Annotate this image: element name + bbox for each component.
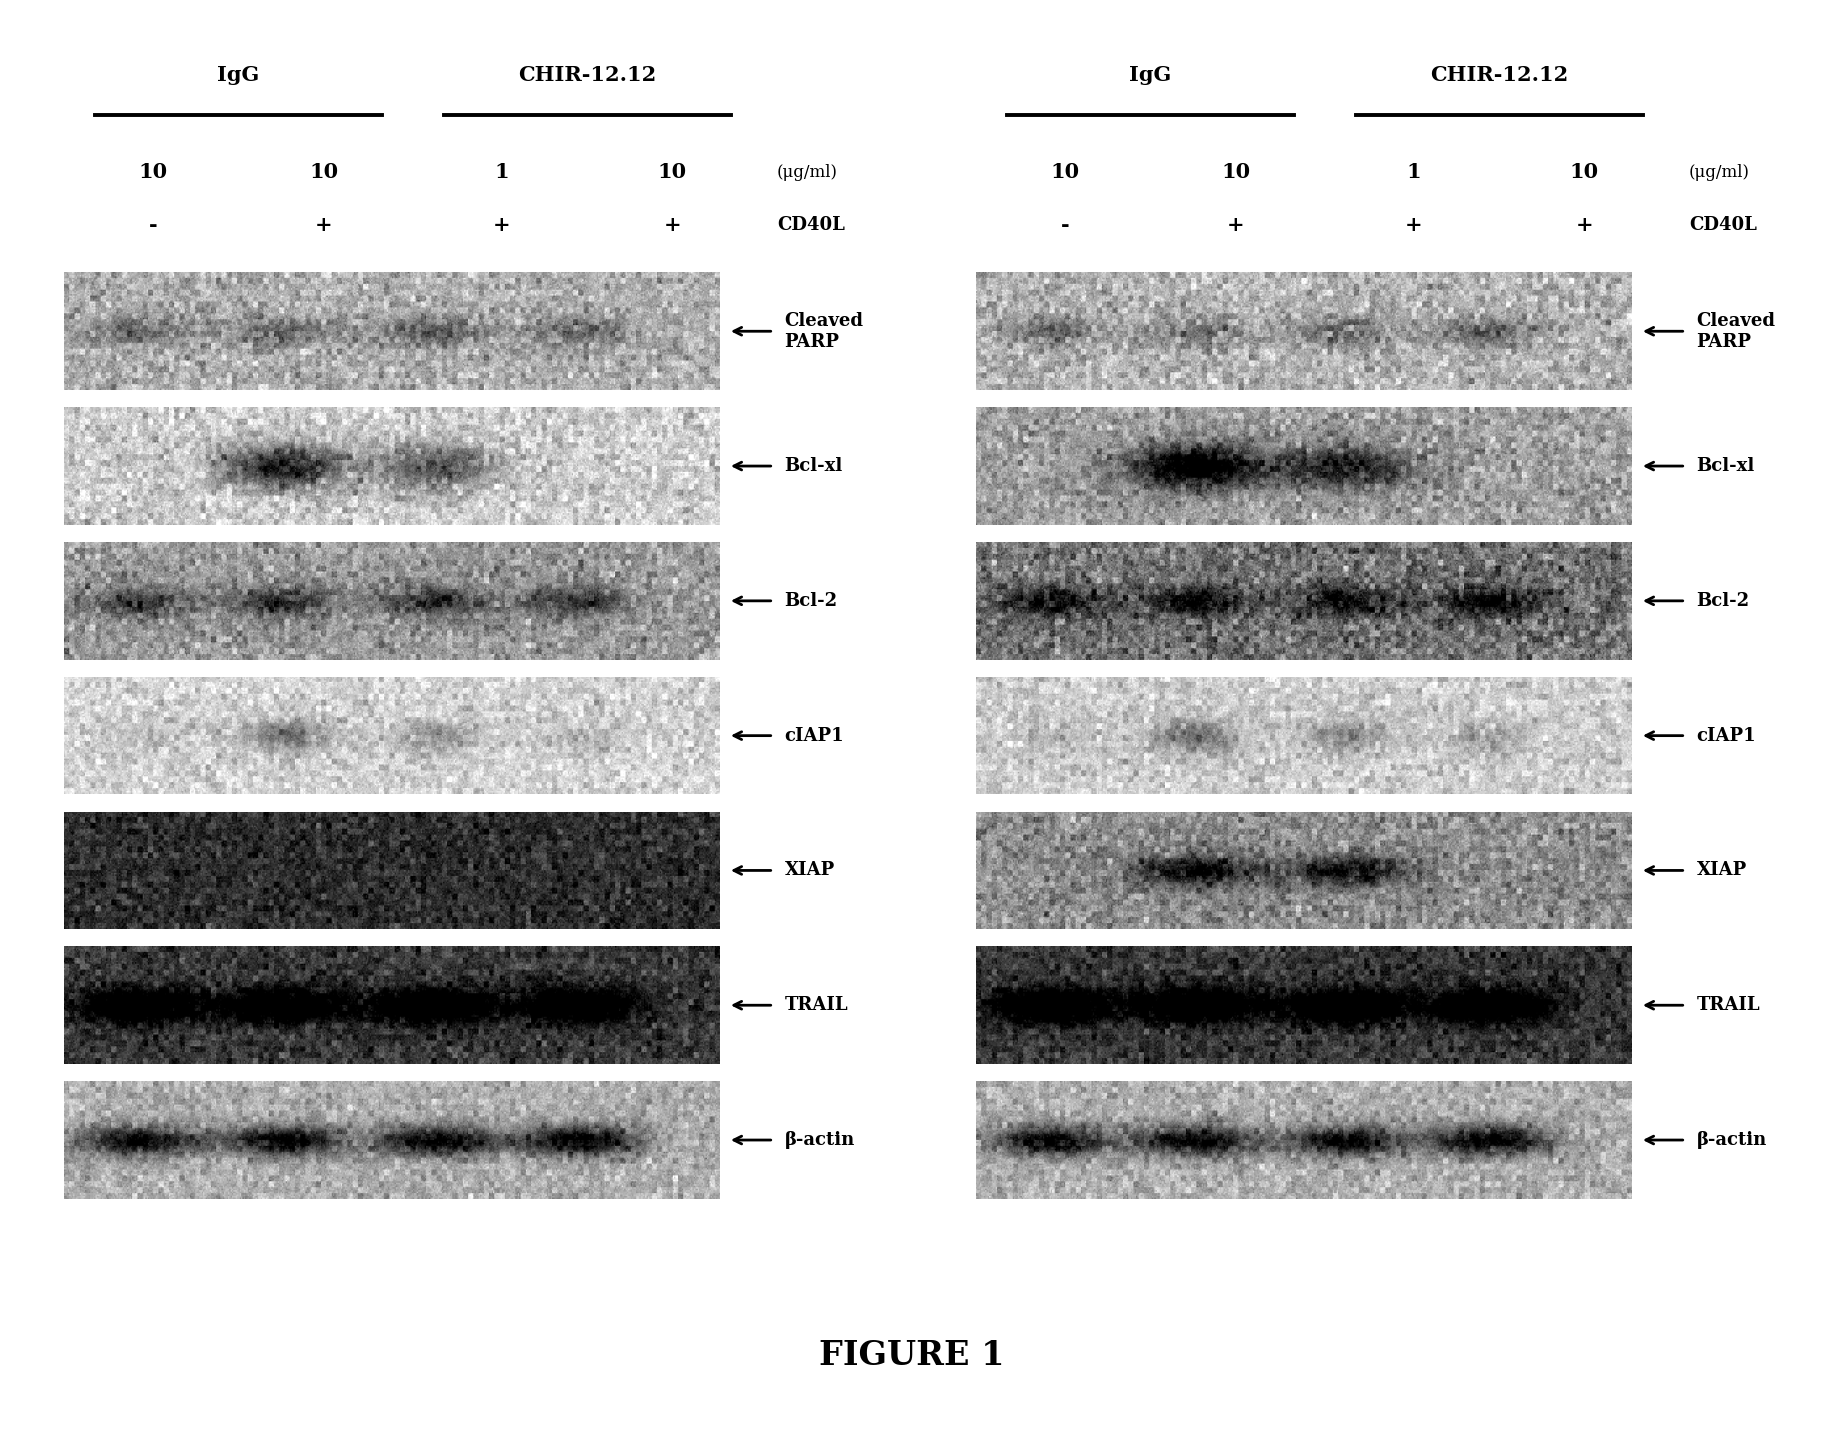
Text: 10: 10 <box>1220 162 1249 182</box>
Text: IgG: IgG <box>1128 65 1170 85</box>
Text: (μg/ml): (μg/ml) <box>777 163 837 181</box>
Text: 1: 1 <box>494 162 509 182</box>
Text: (μg/ml): (μg/ml) <box>1688 163 1748 181</box>
Text: CD40L: CD40L <box>777 217 844 234</box>
Text: Bcl-2: Bcl-2 <box>1695 592 1748 609</box>
Text: 1: 1 <box>1406 162 1420 182</box>
Text: +: + <box>664 215 680 235</box>
Text: cIAP1: cIAP1 <box>784 727 844 744</box>
Text: 10: 10 <box>658 162 687 182</box>
Text: β-actin: β-actin <box>1695 1131 1766 1149</box>
Text: +: + <box>1404 215 1422 235</box>
Text: +: + <box>315 215 332 235</box>
Text: β-actin: β-actin <box>784 1131 855 1149</box>
Text: TRAIL: TRAIL <box>784 997 848 1014</box>
Text: CHIR-12.12: CHIR-12.12 <box>518 65 656 85</box>
Text: Bcl-2: Bcl-2 <box>784 592 837 609</box>
Text: Bcl-xl: Bcl-xl <box>784 457 842 475</box>
Text: CHIR-12.12: CHIR-12.12 <box>1429 65 1568 85</box>
Text: 10: 10 <box>139 162 168 182</box>
Text: +: + <box>1575 215 1591 235</box>
Text: XIAP: XIAP <box>1695 862 1746 879</box>
Text: cIAP1: cIAP1 <box>1695 727 1756 744</box>
Text: 10: 10 <box>1050 162 1079 182</box>
Text: Cleaved
PARP: Cleaved PARP <box>784 311 862 351</box>
Text: CD40L: CD40L <box>1688 217 1756 234</box>
Text: -: - <box>149 215 157 235</box>
Text: 10: 10 <box>308 162 337 182</box>
Text: +: + <box>492 215 510 235</box>
Text: +: + <box>1227 215 1243 235</box>
Text: Cleaved
PARP: Cleaved PARP <box>1695 311 1774 351</box>
Text: -: - <box>1061 215 1068 235</box>
Text: 10: 10 <box>1570 162 1599 182</box>
Text: Bcl-xl: Bcl-xl <box>1695 457 1754 475</box>
Text: IgG: IgG <box>217 65 259 85</box>
Text: XIAP: XIAP <box>784 862 835 879</box>
Text: FIGURE 1: FIGURE 1 <box>819 1338 1004 1372</box>
Text: TRAIL: TRAIL <box>1695 997 1759 1014</box>
